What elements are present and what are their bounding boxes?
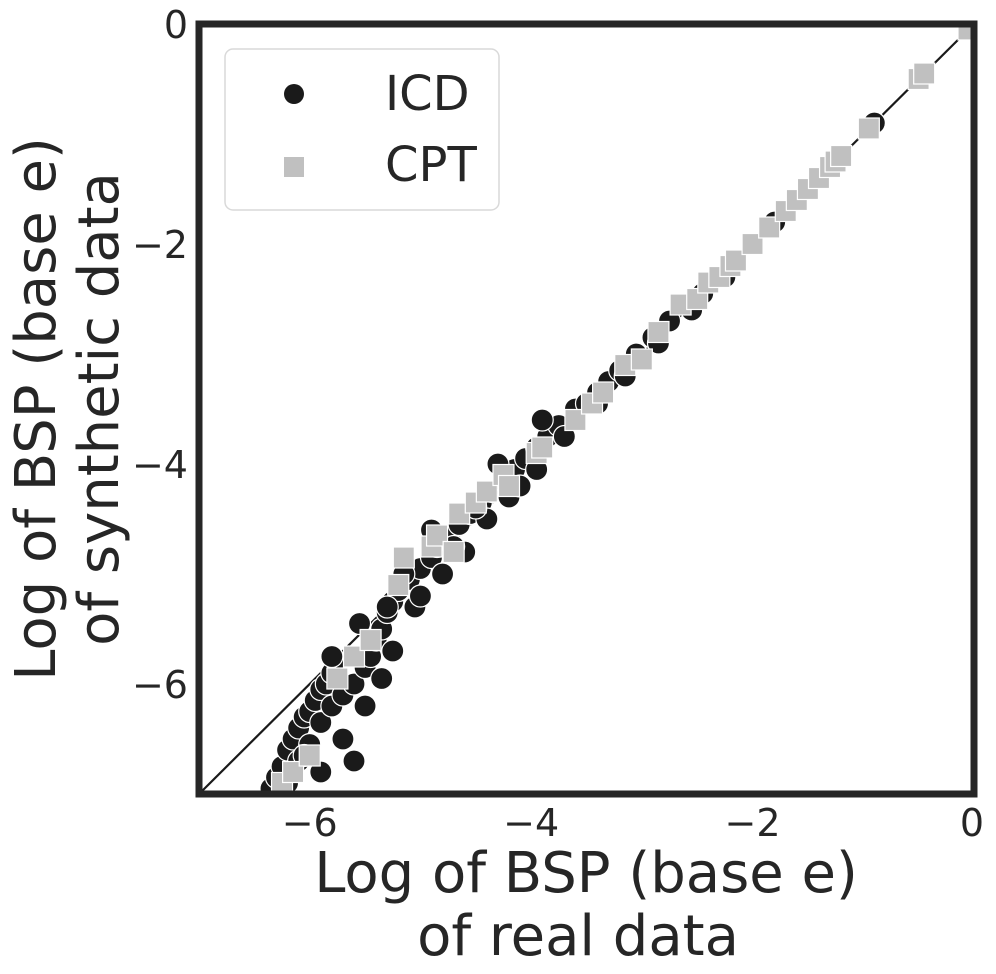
point-cpt-22 [630,348,653,371]
x-axis-label-line-2: of real data [417,904,739,969]
x-tick-label-1: −4 [503,801,559,845]
x-tick-label-0: −6 [282,801,338,845]
point-cpt-39 [857,117,880,140]
y-axis-label-line-1: Log of BSP (base e) [4,137,69,681]
x-tick-label-2: −2 [725,801,781,845]
point-cpt-2 [298,744,321,767]
point-cpt-42 [957,24,974,41]
point-icd-60 [320,644,344,669]
point-icd-73 [430,562,455,586]
point-cpt-13 [475,480,498,503]
point-cpt-9 [425,524,449,547]
legend-cpt-marker [284,157,304,177]
y-tick-label-1: −4 [132,443,188,487]
point-cpt-6 [387,573,410,597]
axis-ticks: −6 −4 −2 0 −6 −4 −2 0 [132,3,984,845]
point-cpt-15 [497,474,521,498]
point-cpt-1 [282,760,305,784]
point-cpt-10 [442,540,465,564]
legend-cpt-label: CPT [385,137,477,193]
point-cpt-7 [392,546,415,569]
point-cpt-29 [724,249,748,272]
legend-icd-label: ICD [385,66,470,122]
y-tick-label-3: 0 [164,3,188,47]
point-cpt-5 [359,628,382,652]
point-cpt-30 [741,232,764,256]
point-cpt-23 [647,320,670,344]
point-cpt-3 [326,667,349,690]
y-tick-label-0: −6 [132,663,188,707]
point-cpt-4 [342,645,366,668]
y-axis-label-2: of synthetic data [67,172,132,646]
point-cpt-17 [531,436,554,459]
point-icd-70 [370,666,394,691]
point-icd-85 [375,595,399,619]
point-cpt-41 [913,62,936,85]
point-icd-68 [331,727,355,751]
point-icd-65 [342,749,366,773]
point-icd-71 [381,639,405,663]
y-tick-label-2: −2 [132,223,188,267]
point-cpt-31 [758,216,781,239]
point-icd-86 [408,584,433,608]
plot-area [199,24,974,794]
legend-icd-marker [284,84,304,104]
x-tick-label-3: 0 [960,801,984,845]
legend: ICD CPT [224,48,500,211]
point-icd-69 [353,694,377,718]
point-icd-64 [530,408,554,432]
point-cpt-18 [564,408,587,432]
series-cpt [270,24,974,794]
y-axis-label-line-2: of synthetic data [67,172,132,646]
x-axis-label-line-1: Log of BSP (base e) [314,841,858,906]
point-icd-16 [309,710,333,735]
y-axis-label: Log of BSP (base e) [4,137,69,681]
point-cpt-20 [592,381,615,404]
point-cpt-38 [830,144,853,168]
plot-frame [195,20,978,798]
